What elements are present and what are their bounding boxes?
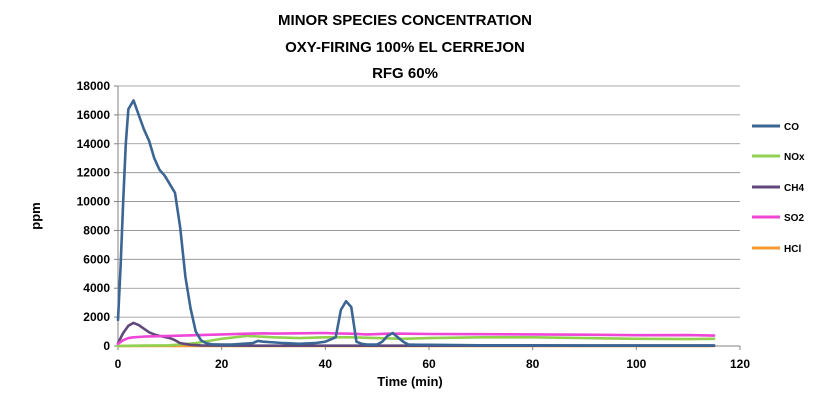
y-tick-label-12000: 12000 bbox=[77, 166, 111, 180]
chart-title-line-2: OXY-FIRING 100% EL CERREJON bbox=[285, 39, 525, 56]
chart-title-line-1: MINOR SPECIES CONCENTRATION bbox=[278, 12, 532, 29]
x-tick-label-100: 100 bbox=[626, 357, 646, 371]
legend-label-nox: NOx bbox=[784, 152, 805, 163]
y-tick-label-4000: 4000 bbox=[83, 281, 110, 295]
y-tick-label-16000: 16000 bbox=[77, 108, 111, 122]
legend-label-co: CO bbox=[784, 122, 799, 133]
x-tick-label-120: 120 bbox=[730, 357, 750, 371]
legend-label-ch4: CH4 bbox=[784, 183, 804, 194]
y-tick-label-18000: 18000 bbox=[77, 79, 111, 93]
x-axis-label: Time (min) bbox=[377, 374, 443, 389]
y-tick-label-2000: 2000 bbox=[83, 310, 110, 324]
legend-label-hcl: HCl bbox=[784, 244, 801, 255]
y-tick-label-6000: 6000 bbox=[83, 252, 110, 266]
y-tick-label-0: 0 bbox=[103, 339, 110, 353]
y-axis-label: ppm bbox=[28, 202, 43, 229]
legend-label-so2: SO2 bbox=[784, 213, 804, 224]
x-tick-label-20: 20 bbox=[215, 357, 229, 371]
y-tick-label-14000: 14000 bbox=[77, 137, 111, 151]
x-tick-label-60: 60 bbox=[422, 357, 436, 371]
x-tick-label-80: 80 bbox=[526, 357, 540, 371]
y-tick-label-10000: 10000 bbox=[77, 195, 111, 209]
x-tick-label-0: 0 bbox=[115, 357, 122, 371]
y-tick-label-8000: 8000 bbox=[83, 223, 110, 237]
chart-title-line-3: RFG 60% bbox=[372, 65, 438, 82]
x-tick-label-40: 40 bbox=[319, 357, 333, 371]
